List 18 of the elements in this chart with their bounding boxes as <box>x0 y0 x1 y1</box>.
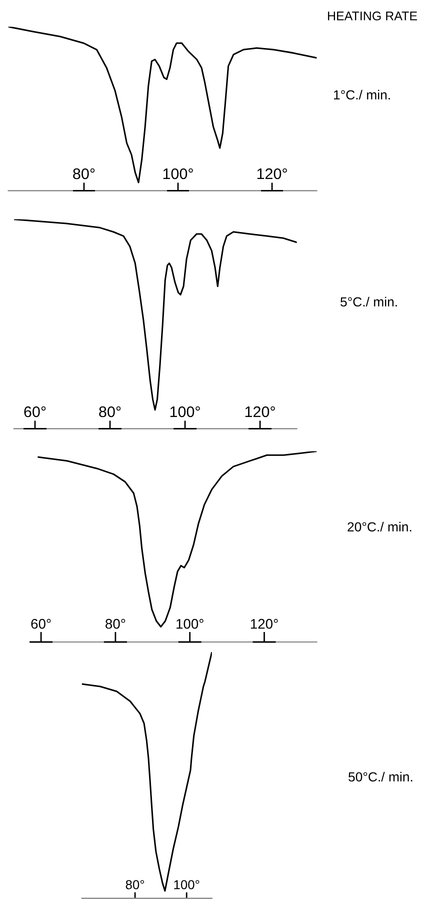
text: 5°C./ min. <box>340 296 397 307</box>
text: HEATING RATE <box>328 12 417 20</box>
x-tick-label: 60° <box>24 406 46 418</box>
x-tick-label: 100° <box>174 880 200 890</box>
x-tick-label: 120° <box>245 406 275 418</box>
x-tick-label: 80° <box>99 406 121 418</box>
x-tick-label: 120° <box>250 618 278 629</box>
x-tick-label: 80° <box>106 618 126 629</box>
x-tick-label: 80° <box>126 880 144 890</box>
x-tick-label: 100° <box>163 168 193 180</box>
text: 1°C./ min. <box>334 90 390 100</box>
x-tick-label: 120° <box>257 168 287 180</box>
x-tick-label: 60° <box>31 618 51 629</box>
x-tick-label: 80° <box>73 168 95 180</box>
text: 20°C./ min. <box>348 522 412 532</box>
x-tick-label: 100° <box>176 618 204 629</box>
x-tick-label: 100° <box>170 406 200 418</box>
text: 50°C./ min. <box>348 772 412 782</box>
